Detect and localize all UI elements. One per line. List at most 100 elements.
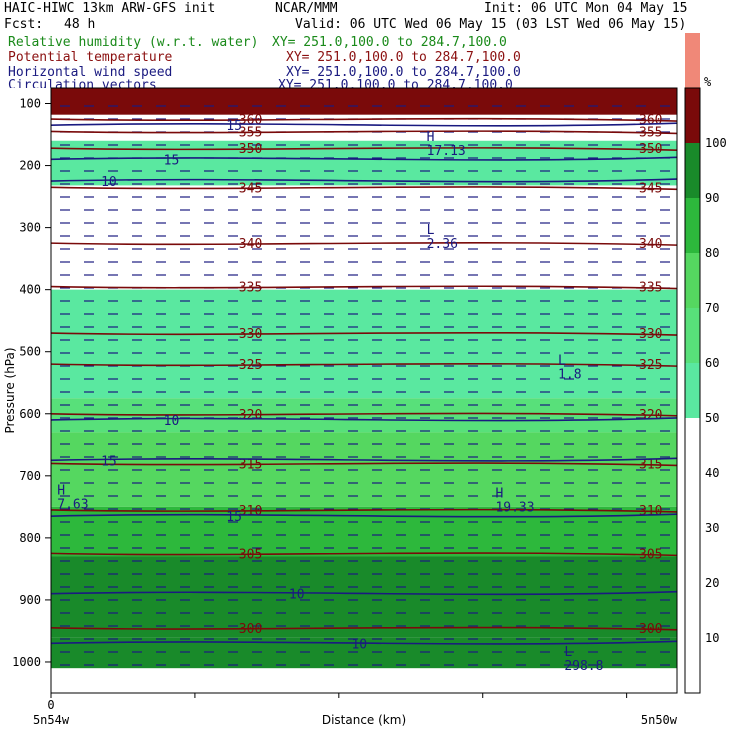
extremum-value-3: 7.63 bbox=[57, 498, 88, 513]
fcst-value: 48 h bbox=[64, 17, 96, 32]
theta-label-right-350: 350 bbox=[639, 142, 662, 157]
theta-label-350: 350 bbox=[239, 142, 262, 157]
theta-label-right-340: 340 bbox=[639, 237, 662, 252]
wind-contour-4 bbox=[50, 640, 678, 645]
valid-time: Valid: 06 UTC Wed 06 May 15 (03 LST Wed … bbox=[295, 17, 687, 32]
wind-label-3: 10 bbox=[289, 588, 305, 603]
y-tick-label-900: 900 bbox=[19, 593, 41, 607]
wind-label-2: 15 bbox=[226, 510, 242, 525]
x-start-label: 5n54w bbox=[33, 713, 70, 727]
wind-label-0: 15 bbox=[101, 454, 117, 469]
theta-contour-315 bbox=[50, 462, 678, 467]
wind-label-4: 10 bbox=[351, 637, 367, 652]
extremum-kind-3: H bbox=[57, 484, 65, 499]
theta-label-300: 300 bbox=[239, 622, 262, 637]
theta-contour-335 bbox=[50, 285, 678, 290]
rh-band-0 bbox=[51, 88, 677, 115]
org-label: NCAR/MMM bbox=[275, 1, 338, 16]
extremum-value-1: 2.36 bbox=[427, 237, 458, 252]
theta-label-355: 355 bbox=[239, 125, 262, 140]
colorbar-label-30: 30 bbox=[705, 521, 719, 535]
legend-wind-xy: XY= 251.0,100.0 to 284.7,100.0 bbox=[286, 65, 521, 80]
x-axis-label: Distance (km) bbox=[322, 713, 406, 727]
theta-label-right-315: 315 bbox=[639, 457, 662, 472]
theta-label-330: 330 bbox=[239, 327, 262, 342]
colorbar-band-5 bbox=[685, 143, 700, 198]
wind-contour-5 bbox=[50, 178, 678, 183]
wind-contour-7 bbox=[50, 122, 678, 127]
colorbar-label-80: 80 bbox=[705, 246, 719, 260]
wind-contour-1 bbox=[50, 417, 678, 422]
extremum-kind-5: L bbox=[564, 645, 572, 660]
colorbar-band-4 bbox=[685, 198, 700, 253]
wind-label-1: 10 bbox=[164, 414, 180, 429]
theta-contour-360 bbox=[50, 117, 678, 122]
theta-label-right-325: 325 bbox=[639, 358, 662, 373]
theta-label-360: 360 bbox=[239, 113, 262, 128]
theta-contour-345 bbox=[50, 186, 678, 191]
theta-label-340: 340 bbox=[239, 237, 262, 252]
theta-label-right-335: 335 bbox=[639, 281, 662, 296]
wind-contour-0 bbox=[50, 457, 678, 462]
wind-contour-2 bbox=[50, 513, 678, 518]
extremum-kind-2: L bbox=[558, 353, 566, 368]
colorbar-label-70: 70 bbox=[705, 301, 719, 315]
theta-contour-325 bbox=[50, 363, 678, 367]
wind-label-6: 15 bbox=[164, 153, 180, 168]
theta-label-345: 345 bbox=[239, 181, 262, 196]
theta-label-right-305: 305 bbox=[639, 547, 662, 562]
theta-label-right-360: 360 bbox=[639, 113, 662, 128]
theta-contour-350 bbox=[50, 147, 678, 151]
theta-label-right-300: 300 bbox=[639, 622, 662, 637]
y-tick-label-300: 300 bbox=[19, 221, 41, 235]
rh-band-6 bbox=[51, 556, 677, 638]
extremum-value-4: 19.33 bbox=[495, 501, 534, 516]
rh-band-2 bbox=[51, 289, 677, 399]
wind-contour-3 bbox=[50, 590, 678, 596]
colorbar-frame bbox=[684, 87, 701, 694]
legend-theta-name: Potential temperature bbox=[8, 50, 173, 65]
colorbar-band-7 bbox=[685, 33, 700, 88]
y-tick-label-1000: 1000 bbox=[12, 655, 41, 669]
theta-label-right-330: 330 bbox=[639, 327, 662, 342]
init-time: Init: 06 UTC Mon 04 May 15 bbox=[484, 1, 688, 16]
rh-band-4 bbox=[51, 432, 677, 507]
y-tick-label-800: 800 bbox=[19, 531, 41, 545]
theta-label-right-355: 355 bbox=[639, 125, 662, 140]
wind-label-7: 15 bbox=[226, 119, 242, 134]
extremum-value-2: 1.8 bbox=[558, 367, 581, 382]
y-tick-label-600: 600 bbox=[19, 407, 41, 421]
colorbar-band-2 bbox=[685, 308, 700, 363]
extremum-kind-1: L bbox=[427, 223, 435, 238]
colorbar-label-50: 50 bbox=[705, 411, 719, 425]
colorbar-unit: % bbox=[704, 75, 712, 89]
y-tick-label-700: 700 bbox=[19, 469, 41, 483]
theta-label-right-320: 320 bbox=[639, 408, 662, 423]
theta-label-315: 315 bbox=[239, 457, 262, 472]
colorbar-band-3 bbox=[685, 253, 700, 308]
theta-label-310: 310 bbox=[239, 504, 262, 519]
theta-contour-320 bbox=[50, 412, 678, 417]
model-title: HAIC-HIWC 13km ARW-GFS init bbox=[4, 1, 216, 16]
theta-contour-300 bbox=[50, 626, 678, 631]
theta-contour-310 bbox=[50, 508, 678, 513]
legend-rh-name: Relative humidity (w.r.t. water) bbox=[8, 35, 259, 50]
wind-label-5: 10 bbox=[101, 175, 117, 190]
colorbar-label-90: 90 bbox=[705, 191, 719, 205]
extremum-kind-0: H bbox=[427, 130, 435, 145]
theta-contour-355 bbox=[50, 130, 678, 135]
colorbar-label-60: 60 bbox=[705, 356, 719, 370]
legend-wind-name: Horizontal wind speed bbox=[8, 65, 173, 80]
colorbar-band-0 bbox=[685, 418, 700, 693]
colorbar-label-20: 20 bbox=[705, 576, 719, 590]
y-tick-label-500: 500 bbox=[19, 345, 41, 359]
y-tick-label-100: 100 bbox=[19, 97, 41, 111]
x-end-label: 5n50w bbox=[641, 713, 678, 727]
x-tick-label-zero: 0 bbox=[47, 698, 54, 712]
theta-label-335: 335 bbox=[239, 281, 262, 296]
colorbar-label-100: 100 bbox=[705, 136, 727, 150]
theta-contour-330 bbox=[50, 331, 678, 336]
colorbar-label-40: 40 bbox=[705, 466, 719, 480]
theta-label-right-310: 310 bbox=[639, 504, 662, 519]
